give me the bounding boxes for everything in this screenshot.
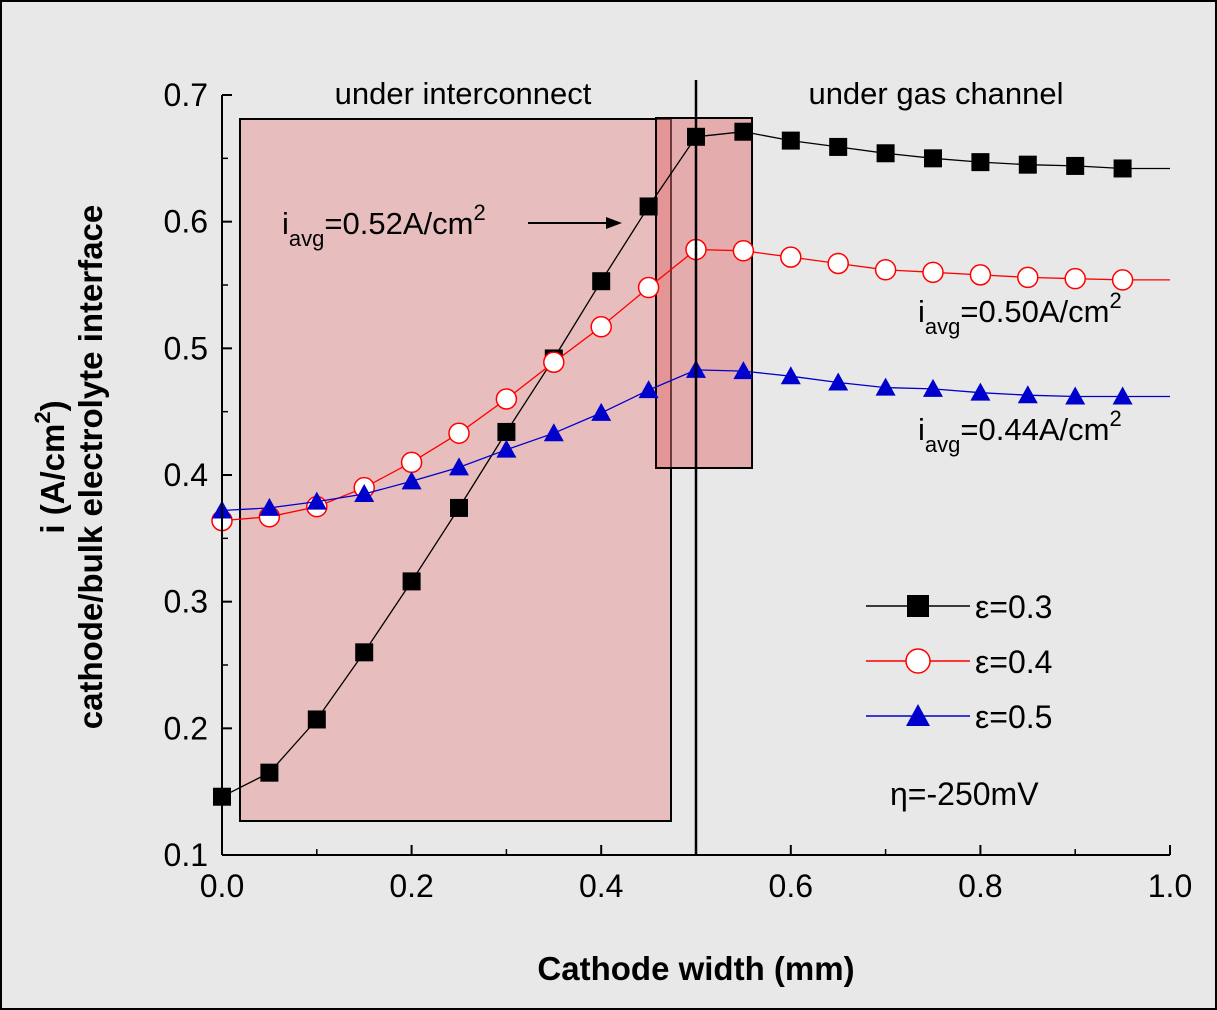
data-point-s2-19	[1064, 267, 1086, 290]
x-tick-label-4: 0.6	[769, 868, 813, 904]
x-tick-label-3: 0.4	[579, 868, 623, 904]
data-point-s2-16	[922, 261, 944, 284]
annotation-iavg-052: iavg=0.52A/cm2	[282, 200, 486, 251]
data-point-s3-19	[1065, 386, 1086, 405]
data-point-s1-20	[1113, 159, 1132, 178]
annotation-iavg-050-sub: avg	[925, 314, 960, 339]
data-point-s3-4	[354, 484, 375, 502]
condition-label: η=-250mV	[890, 776, 1039, 812]
region-label-gas-channel: under gas channel	[808, 76, 1063, 111]
y-axis-title-sup: 2	[30, 411, 55, 423]
annotation-iavg-052-main: i	[282, 206, 289, 241]
data-point-s3-16	[923, 378, 943, 397]
data-point-s1-18	[1018, 155, 1037, 174]
data-point-s1-17	[971, 153, 990, 172]
y-tick-label-3: 0.3	[164, 584, 208, 620]
annotation-iavg-052-sup: 2	[473, 200, 485, 225]
data-point-s3-15	[875, 377, 896, 396]
data-point-s1-10	[639, 197, 658, 216]
legend: ε=0.3 ε=0.4 ε=0.5	[866, 589, 1052, 735]
data-point-s3-10	[638, 380, 659, 399]
y-tick-label-7: 0.7	[164, 77, 208, 113]
data-point-s2-14	[827, 252, 849, 275]
y-tick-label-5: 0.5	[164, 330, 208, 366]
data-point-s3-14	[828, 372, 849, 391]
data-point-s2-10	[637, 276, 660, 299]
region-label-interconnect: under interconnect	[335, 76, 592, 111]
y-axis-title-line1: i (A/cm2)	[30, 400, 71, 533]
annotation-iavg-052-value: =0.52A/cm	[324, 206, 473, 241]
y-tick-label-1: 0.1	[164, 837, 208, 873]
legend-label-3: ε=0.5	[975, 699, 1052, 735]
data-point-s2-20	[1111, 269, 1134, 291]
data-point-s2-17	[969, 264, 992, 286]
annotation-iavg-052-sub: avg	[289, 226, 324, 251]
data-point-s1-5	[402, 572, 421, 591]
data-point-s1-16	[924, 149, 942, 168]
data-point-s3-20	[1112, 386, 1133, 405]
data-point-s1-3	[307, 710, 326, 729]
annotation-iavg-044-sup: 2	[1109, 406, 1121, 431]
data-point-s1-13	[781, 131, 800, 150]
data-point-s2-15	[874, 259, 897, 281]
y-axis-title-main: i (A/cm	[34, 424, 71, 534]
series-layer	[211, 122, 1170, 806]
axes-layer: 0.0 0.2 0.4 0.6 0.8 1.0 0.1 0.2 0.3 0.4 0.5 0.6 0.7	[164, 77, 1193, 904]
data-point-s3-13	[780, 366, 801, 385]
legend-marker-1	[907, 595, 929, 617]
x-tick-label-6: 1.0	[1148, 868, 1192, 904]
data-point-s1-2	[260, 763, 279, 782]
data-point-s3-17	[970, 382, 991, 401]
data-point-s1-14	[829, 137, 848, 156]
data-point-s3-12	[733, 361, 754, 380]
y-tick-label-4: 0.4	[164, 457, 208, 493]
annotation-iavg-050-sup: 2	[1109, 288, 1121, 313]
data-point-s2-7	[495, 388, 518, 410]
data-point-s2-6	[448, 422, 470, 444]
data-point-s1-15	[876, 144, 895, 163]
legend-marker-3	[906, 704, 930, 726]
data-point-s3-9	[591, 402, 612, 421]
data-point-s2-13	[780, 246, 802, 268]
x-tick-label-2: 0.2	[389, 868, 433, 904]
data-point-s1-9	[592, 272, 611, 291]
data-point-s1-4	[355, 643, 374, 662]
annotation-iavg-044: iavg=0.44A/cm2	[918, 406, 1122, 457]
data-point-s2-5	[400, 451, 423, 474]
data-point-s2-18	[1017, 266, 1039, 289]
legend-label-1: ε=0.3	[975, 589, 1052, 625]
annotation-iavg-044-value: =0.44A/cm	[960, 412, 1109, 447]
data-point-s2-9	[590, 316, 612, 338]
data-point-s1-19	[1066, 156, 1085, 175]
data-point-s1-12	[734, 122, 753, 141]
data-point-s3-6	[449, 457, 469, 476]
data-point-s1-7	[497, 422, 516, 441]
y-tick-label-2: 0.2	[164, 710, 208, 746]
legend-marker-2	[905, 648, 931, 674]
x-tick-label-5: 0.8	[958, 868, 1002, 904]
data-point-s3-2	[259, 497, 280, 516]
annotation-iavg-050-main: i	[918, 294, 925, 329]
x-tick-label-1: 0.0	[200, 868, 244, 904]
y-axis-title-close: )	[34, 400, 71, 411]
highlight-region-boundary	[655, 117, 753, 469]
data-point-s3-8	[543, 423, 564, 442]
annotation-iavg-044-main: i	[918, 412, 925, 447]
data-point-s2-12	[732, 240, 755, 262]
y-axis-title-line2: cathode/bulk electrolyte interface	[72, 205, 109, 730]
annotation-iavg-044-sub: avg	[925, 432, 960, 457]
x-axis-title: Cathode width (mm)	[537, 950, 854, 987]
data-point-s3-7	[496, 439, 517, 458]
data-point-s1-6	[450, 498, 468, 517]
annotation-iavg-050: iavg=0.50A/cm2	[918, 288, 1122, 339]
data-point-s3-18	[1017, 385, 1038, 404]
data-point-s2-8	[543, 351, 565, 374]
annotation-arrow	[528, 217, 622, 229]
annotation-iavg-050-value: =0.50A/cm	[960, 294, 1109, 329]
data-point-s3-5	[401, 471, 422, 490]
data-point-s3-3	[306, 491, 327, 510]
legend-label-2: ε=0.4	[975, 644, 1052, 680]
y-tick-label-6: 0.6	[164, 204, 208, 240]
